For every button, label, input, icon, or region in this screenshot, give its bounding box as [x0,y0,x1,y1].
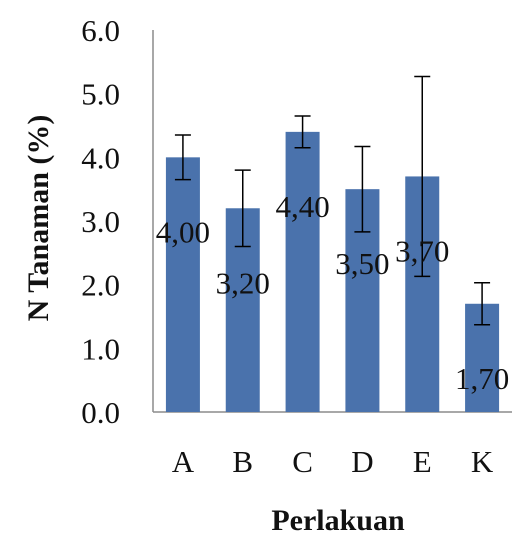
error-bar-a [174,134,191,181]
data-label: 3,20 [216,265,270,300]
error-bar-k [474,282,491,326]
data-labels: 4,003,20 4,403,50 3,70 1,70 [156,189,509,396]
bar-c [285,131,320,412]
y-tick-label: 4.0 [81,140,120,175]
y-axis-title: N Tanaman (%) [22,115,55,322]
data-label: 4,40 [275,189,329,224]
y-tick-label: 1.0 [81,331,120,366]
error-bar-e [414,75,431,278]
x-tick-label: E [413,444,432,479]
y-tick-label: 5.0 [81,77,120,112]
x-tick-label: K [471,444,494,479]
y-tick-label: 2.0 [81,268,120,303]
x-tick-label: B [232,444,253,479]
data-label: 3,50 [335,246,389,281]
y-tick-label: 3.0 [81,204,120,239]
error-bar-d [354,145,371,233]
error-bars [174,75,491,326]
data-label: 4,00 [156,214,210,249]
y-tick-label: 0.0 [81,395,120,430]
error-bar-b [234,169,251,248]
x-tick-label: D [351,444,373,479]
x-tick-label: C [292,444,313,479]
error-bar-c [294,115,311,149]
x-axis-title: Perlakuan [271,504,405,537]
data-label: 3,70 [395,233,449,268]
y-tick-labels: 0.0 1.0 2.0 3.0 4.0 5.0 6.0 [81,13,120,430]
data-label: 1,70 [455,361,509,396]
x-tick-label: A [172,444,195,479]
y-tick-label: 6.0 [81,13,120,48]
bars [165,131,500,412]
bar-a [165,157,200,412]
